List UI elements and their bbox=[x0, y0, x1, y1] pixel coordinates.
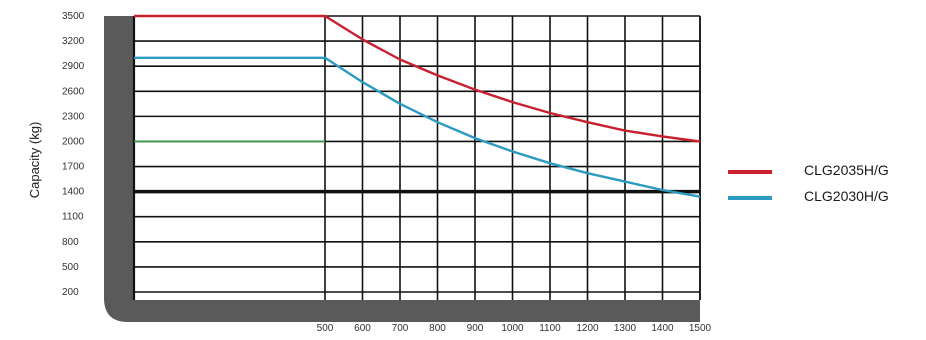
plot-area bbox=[134, 16, 700, 300]
y-tick-label: 1400 bbox=[62, 187, 85, 198]
y-tick-label: 800 bbox=[62, 237, 79, 248]
x-tick-label: 500 bbox=[317, 323, 334, 334]
y-tick-label: 3500 bbox=[62, 11, 85, 22]
legend: CLG2035H/G CLG2030H/G bbox=[728, 160, 926, 212]
y-tick-label: 2000 bbox=[62, 136, 85, 147]
x-tick-label: 700 bbox=[392, 323, 409, 334]
series-line-clg2035 bbox=[134, 14, 701, 143]
x-tick-label: 600 bbox=[354, 323, 371, 334]
legend-label-clg2035: CLG2035H/G bbox=[804, 162, 889, 178]
y-tick-label: 3200 bbox=[62, 36, 85, 47]
legend-item-clg2030: CLG2030H/G bbox=[728, 186, 926, 212]
x-tick-label: 1200 bbox=[576, 323, 599, 334]
y-tick-label: 2600 bbox=[62, 86, 85, 97]
y-axis-label: Capacity (kg) bbox=[27, 122, 42, 199]
series-lines bbox=[134, 14, 701, 198]
y-tick-label: 1100 bbox=[62, 212, 84, 223]
legend-swatch-clg2035 bbox=[728, 170, 772, 174]
series-line-clg2030 bbox=[134, 56, 701, 198]
x-tick-label: 1400 bbox=[651, 323, 674, 334]
reference-lines bbox=[134, 140, 700, 194]
y-tick-labels: 3500 3200 2900 2600 2300 2000 1700 1400 1100 800 5… bbox=[62, 11, 85, 298]
y-tick-label: 1700 bbox=[62, 162, 85, 173]
x-tick-label: 1100 bbox=[539, 323, 561, 334]
y-tick-label: 2900 bbox=[62, 61, 85, 72]
legend-swatch-clg2030 bbox=[728, 196, 772, 200]
legend-label-clg2030: CLG2030H/G bbox=[804, 188, 889, 204]
x-tick-label: 1300 bbox=[614, 323, 637, 334]
x-tick-label: 800 bbox=[429, 323, 446, 334]
y-tick-label: 200 bbox=[62, 287, 79, 298]
y-tick-label: 500 bbox=[62, 262, 79, 273]
x-tick-label: 1500 bbox=[689, 323, 712, 334]
x-tick-labels: 500 600 700 800 900 1000 1100 1200 1300 1400 1500 bbox=[317, 323, 712, 334]
legend-item-clg2035: CLG2035H/G bbox=[728, 160, 926, 186]
x-tick-label: 900 bbox=[467, 323, 484, 334]
y-tick-label: 2300 bbox=[62, 111, 85, 122]
x-tick-label: 1000 bbox=[501, 323, 524, 334]
